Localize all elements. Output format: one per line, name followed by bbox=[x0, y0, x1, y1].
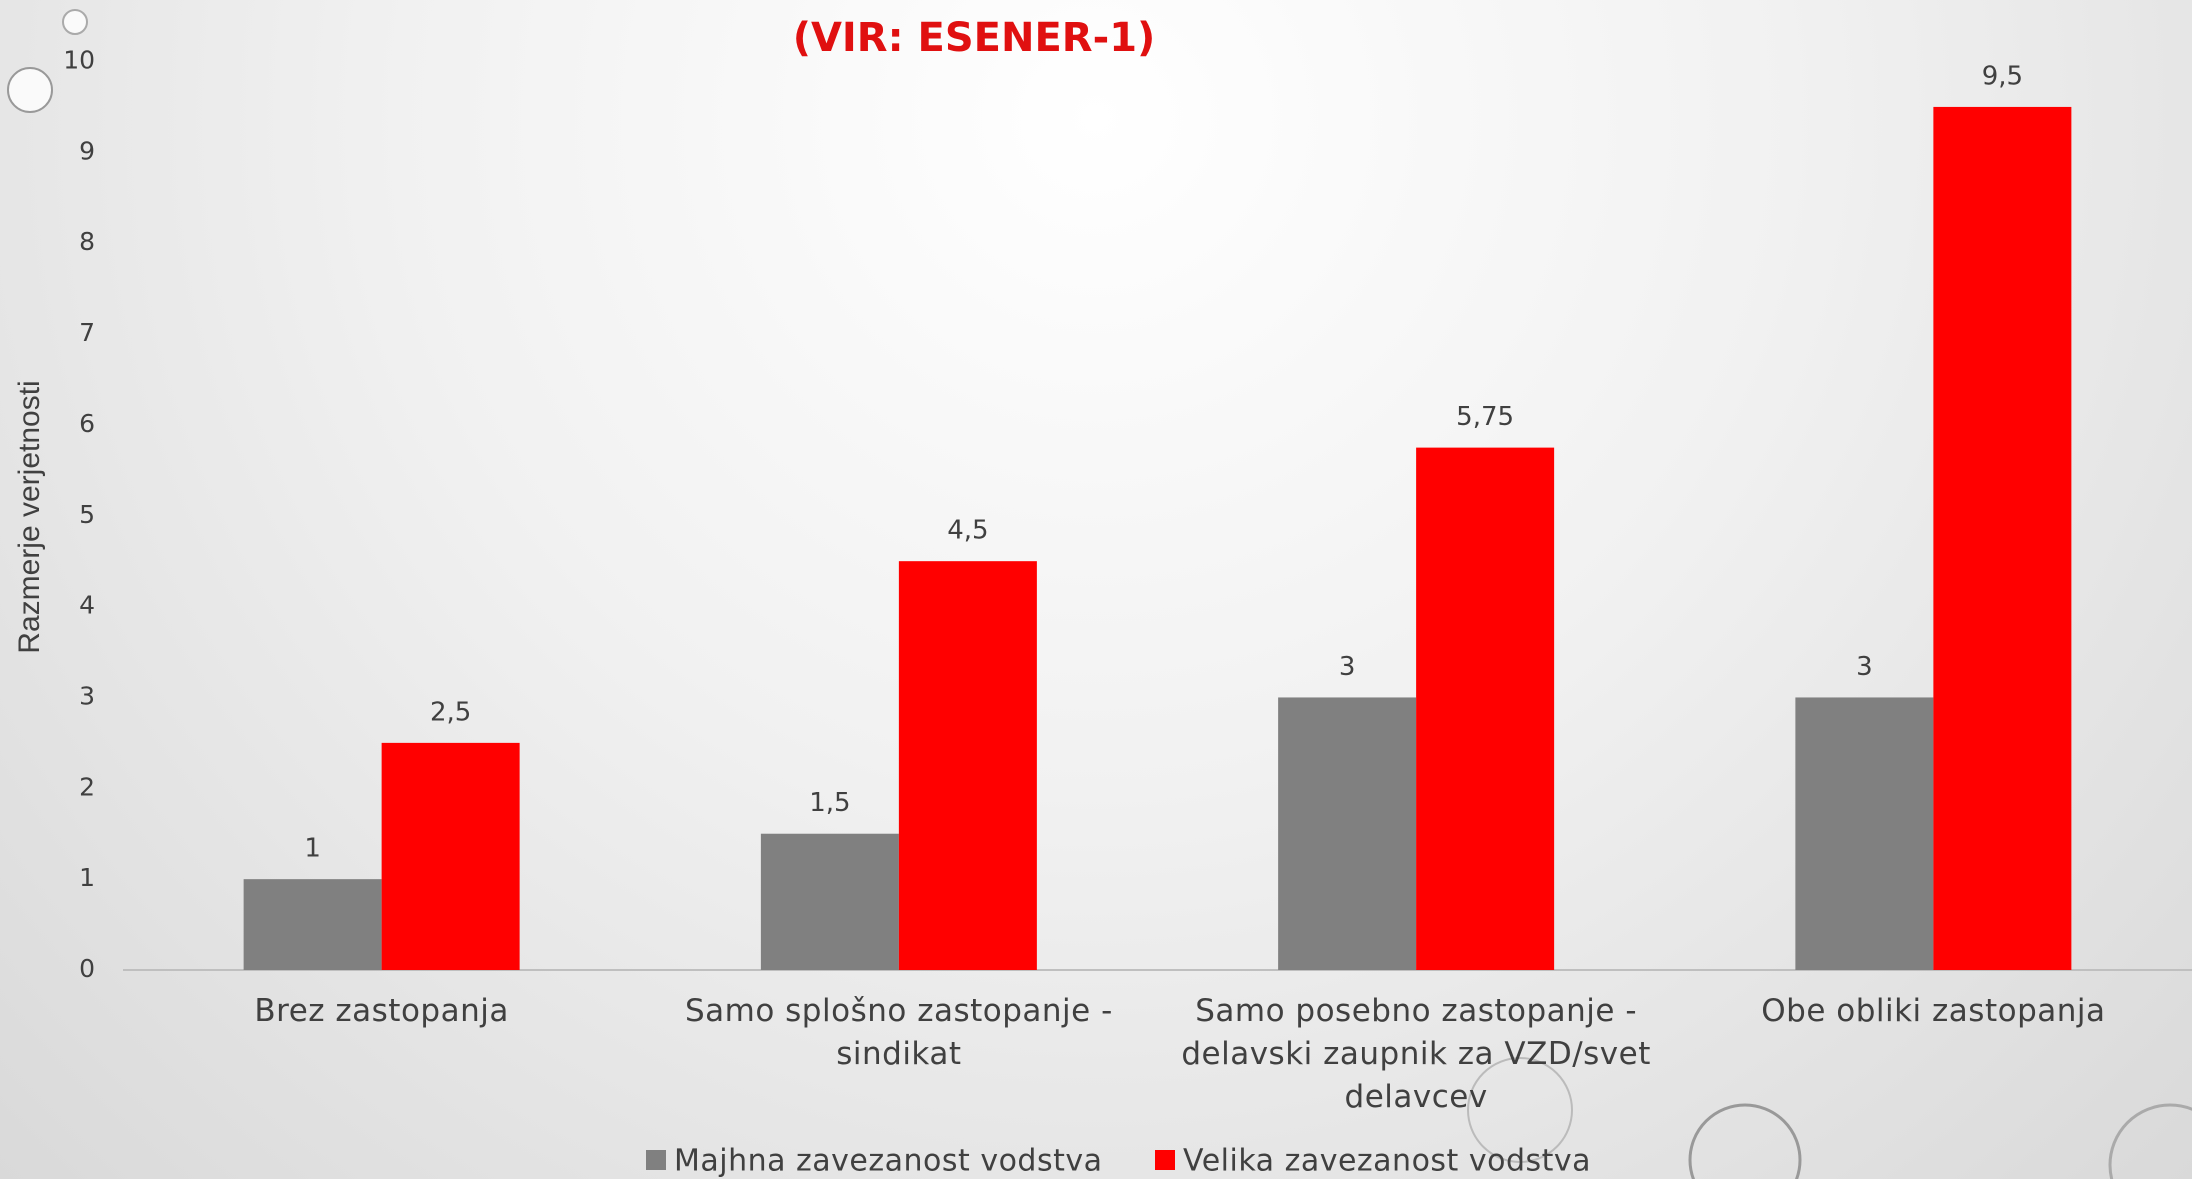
value-label: 3 bbox=[1856, 652, 1873, 682]
bar bbox=[899, 561, 1037, 970]
x-tick-label: Obe obliki zastopanja bbox=[1693, 990, 2173, 1033]
y-tick-label: 5 bbox=[79, 500, 95, 529]
value-label: 4,5 bbox=[947, 516, 988, 546]
y-tick-label: 8 bbox=[79, 227, 95, 256]
bubble-decoration bbox=[1690, 1105, 1800, 1179]
x-tick-label: Samo posebno zastopanje - delavski zaupn… bbox=[1176, 990, 1656, 1118]
x-tick-label: Brez zastopanja bbox=[142, 990, 622, 1033]
bar bbox=[1933, 107, 2071, 970]
legend-label: Majhna zavezanost vodstva bbox=[674, 1144, 1103, 1179]
x-tick-label: Samo splošno zastopanje - sindikat bbox=[659, 990, 1139, 1076]
y-tick-label: 3 bbox=[79, 681, 95, 710]
y-tick-label: 4 bbox=[79, 591, 95, 620]
slide: (VIR: ESENER-1) Razmerje verjetnosti 0 1 2… bbox=[0, 0, 2192, 1179]
legend-swatch bbox=[1155, 1150, 1175, 1170]
y-tick-label: 7 bbox=[79, 318, 95, 347]
legend-swatch bbox=[646, 1150, 666, 1170]
chart-title: (VIR: ESENER-1) bbox=[793, 15, 1156, 61]
legend-label: Velika zavezanost vodstva bbox=[1183, 1144, 1591, 1179]
value-label: 3 bbox=[1339, 652, 1356, 682]
bar bbox=[1416, 448, 1554, 970]
bubble-decoration bbox=[63, 10, 87, 34]
bar bbox=[382, 743, 520, 970]
bar bbox=[244, 879, 382, 970]
value-label: 5,75 bbox=[1456, 402, 1514, 432]
y-tick-label: 0 bbox=[79, 954, 95, 983]
y-tick-label: 10 bbox=[63, 46, 95, 75]
bar bbox=[761, 834, 899, 970]
bubble-decoration bbox=[2110, 1105, 2192, 1179]
value-label: 2,5 bbox=[430, 697, 471, 727]
value-label: 9,5 bbox=[1982, 61, 2023, 91]
value-label: 1,5 bbox=[809, 788, 850, 818]
y-tick-label: 2 bbox=[79, 772, 95, 801]
bar bbox=[1278, 697, 1416, 970]
y-tick-label: 1 bbox=[79, 863, 95, 892]
y-tick-label: 6 bbox=[79, 409, 95, 438]
y-axis-label: Razmerje verjetnosti bbox=[13, 380, 46, 653]
y-tick-label: 9 bbox=[79, 136, 95, 165]
value-label: 1 bbox=[304, 834, 321, 864]
bar bbox=[1795, 697, 1933, 970]
bubble-decoration bbox=[8, 68, 52, 112]
